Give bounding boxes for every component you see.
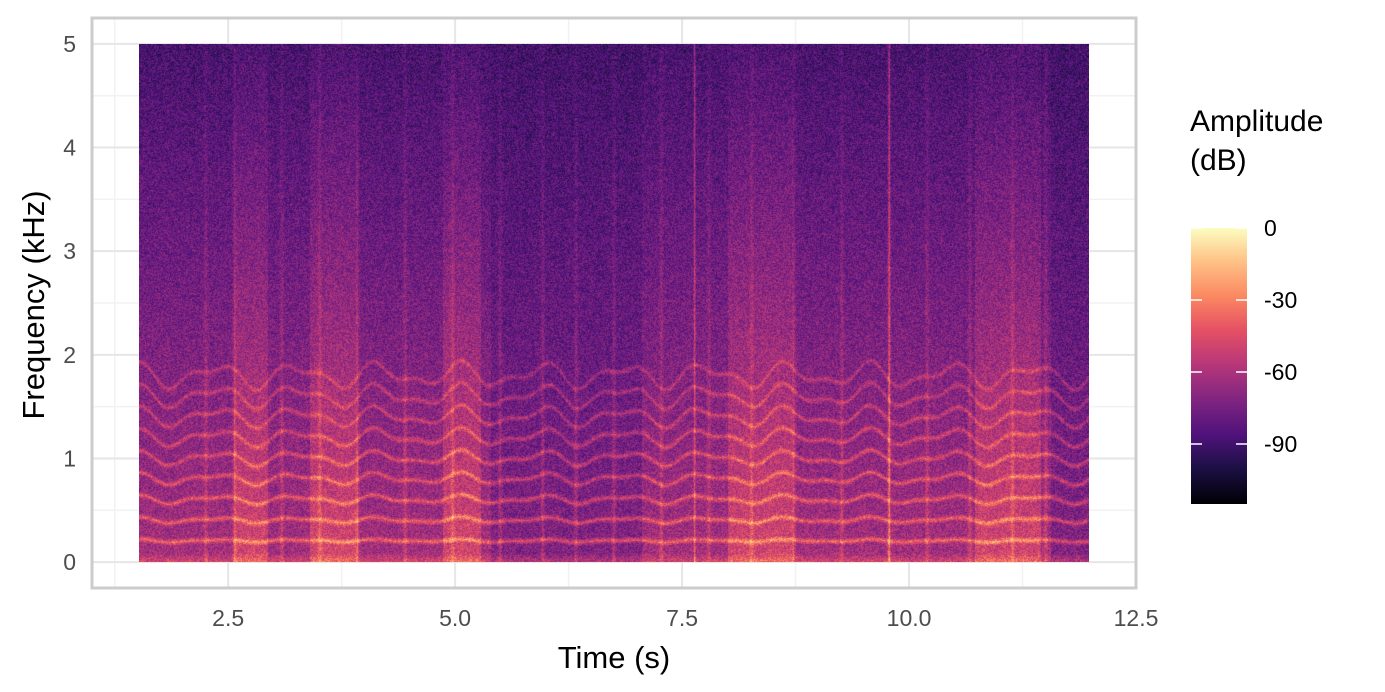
legend: Amplitude (dB) 0 -30 -60 -90 xyxy=(1190,105,1323,504)
x-axis-title: Time (s) xyxy=(558,640,671,675)
x-axis: 2.5 5.0 7.5 10.0 12.5 xyxy=(212,605,1158,631)
x-tick-label: 7.5 xyxy=(666,605,698,631)
x-tick-label: 2.5 xyxy=(212,605,244,631)
x-tick-label: 10.0 xyxy=(887,605,932,631)
y-tick-label: 4 xyxy=(63,135,76,161)
x-tick-label: 5.0 xyxy=(439,605,471,631)
legend-ticks: 0 -30 -60 -90 xyxy=(1191,215,1297,457)
y-tick-label: 3 xyxy=(63,238,76,264)
legend-title-line-1: Amplitude xyxy=(1190,105,1323,138)
legend-tick-label: -60 xyxy=(1264,359,1297,385)
y-tick-label: 1 xyxy=(63,445,76,471)
legend-colorbar xyxy=(1191,228,1247,504)
legend-tick-label: 0 xyxy=(1264,215,1277,241)
spectrogram-heatmap xyxy=(139,44,1089,562)
y-tick-label: 0 xyxy=(63,549,76,575)
plot-panel-border xyxy=(90,16,1138,590)
legend-tick-label: -90 xyxy=(1264,431,1297,457)
y-axis-title: Frequency (kHz) xyxy=(16,190,51,419)
y-tick-label: 2 xyxy=(63,342,76,368)
x-tick-label: 12.5 xyxy=(1114,605,1159,631)
y-tick-label: 5 xyxy=(63,31,76,57)
legend-title-line-2: (dB) xyxy=(1190,144,1247,177)
legend-tick-label: -30 xyxy=(1264,287,1297,313)
y-axis: 0 1 2 3 4 5 xyxy=(63,31,76,575)
